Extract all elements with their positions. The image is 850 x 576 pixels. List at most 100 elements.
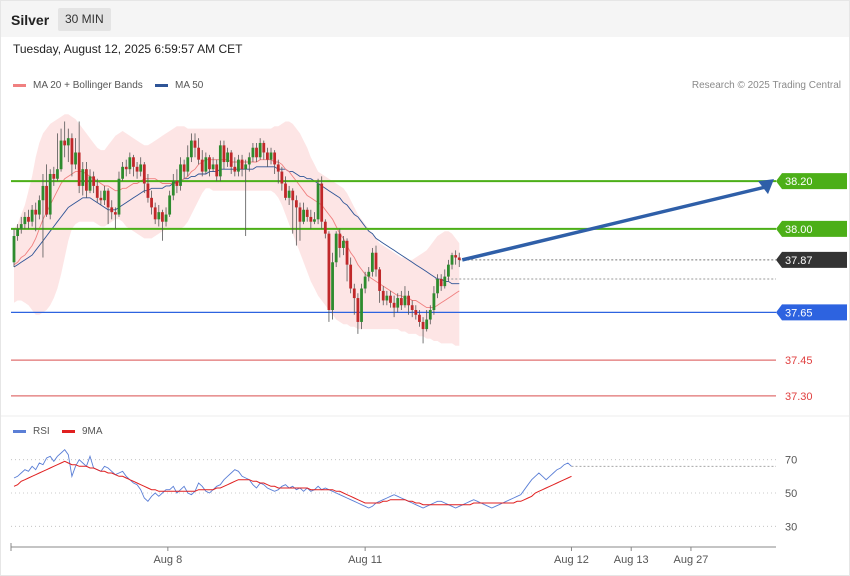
rsi-series-RSI <box>13 449 572 509</box>
level-label-37.45: 37.45 <box>785 355 813 367</box>
level-label-38.00: 38.00 <box>785 224 813 236</box>
candle-up <box>186 157 190 172</box>
candle-down <box>374 252 378 270</box>
candle-up <box>447 264 450 277</box>
candle-down <box>291 190 295 201</box>
candle-down <box>92 176 96 186</box>
candle-up <box>81 169 85 186</box>
candle-up <box>316 183 320 220</box>
x-tick-label-Aug 13: Aug 13 <box>614 554 649 566</box>
candle-up <box>226 152 229 163</box>
candle-up <box>56 169 59 179</box>
level-label-38.20: 38.20 <box>785 176 813 188</box>
candle-up <box>128 157 132 170</box>
candle-up <box>74 152 77 165</box>
candle-up <box>334 233 338 263</box>
candle-down <box>27 216 30 222</box>
ma20-swatch-icon <box>13 84 26 87</box>
candle-down <box>113 212 117 215</box>
candle-down <box>352 288 356 299</box>
candle-down <box>414 310 418 315</box>
candle-down <box>418 314 421 322</box>
candle-down <box>132 157 135 167</box>
candle-up <box>139 164 143 172</box>
candle-down <box>381 290 385 301</box>
header-bar: Silver 30 MIN <box>1 1 849 37</box>
candle-up <box>23 216 27 225</box>
candle-up <box>30 209 34 222</box>
candle-down <box>454 255 458 258</box>
candle-down <box>135 166 139 172</box>
candle-down <box>323 221 327 234</box>
candle-up <box>164 214 168 222</box>
candle-down <box>99 197 103 201</box>
candle-down <box>240 159 244 170</box>
candle-down <box>208 157 211 170</box>
candle-up <box>121 166 124 179</box>
legend-ma20: MA 20 + Bollinger Bands <box>13 80 143 91</box>
candle-up <box>204 157 208 172</box>
candle-up <box>16 228 20 237</box>
candle-up <box>88 176 92 191</box>
ma50-swatch-icon <box>155 84 168 87</box>
candle-down <box>193 140 197 148</box>
candle-up <box>443 276 447 287</box>
candle-down <box>197 147 201 160</box>
candle-down <box>294 200 298 208</box>
candle-down <box>229 152 233 167</box>
datetime-label: Tuesday, August 12, 2025 6:59:57 AM CET <box>13 42 243 56</box>
x-tick-label-Aug 11: Aug 11 <box>348 554 382 566</box>
candle-down <box>439 278 443 287</box>
candle-up <box>103 190 106 201</box>
legend-ma20-label: MA 20 + Bollinger Bands <box>33 80 143 91</box>
candle-up <box>168 195 172 215</box>
candle-down <box>153 207 157 220</box>
candle-down <box>399 298 403 306</box>
x-tick-label-Aug 12: Aug 12 <box>554 554 589 566</box>
level-label-37.30: 37.30 <box>785 391 813 403</box>
current-price-label: 37.87 <box>785 255 813 267</box>
candle-down <box>273 152 277 165</box>
candle-up <box>171 181 175 196</box>
candle-down <box>378 269 382 291</box>
interval-badge[interactable]: 30 MIN <box>58 8 111 31</box>
candle-up <box>428 310 432 320</box>
candle-up <box>247 157 251 165</box>
candle-up <box>41 185 45 201</box>
candle-up <box>117 178 121 215</box>
candle-up <box>396 298 400 308</box>
candle-down <box>95 185 99 198</box>
candle-up <box>237 159 240 172</box>
candle-down <box>85 169 88 191</box>
candle-down <box>410 305 414 310</box>
rsi-tick-label-50: 50 <box>785 488 797 500</box>
candle-down <box>161 212 164 222</box>
candle-down <box>262 142 266 153</box>
candle-down <box>320 183 324 222</box>
level-tag-37.65 <box>776 304 847 321</box>
symbol-title: Silver <box>11 12 50 28</box>
level-tag-38.00 <box>776 220 847 237</box>
level-label-37.65: 37.65 <box>785 307 813 319</box>
candle-up <box>66 138 70 146</box>
candle-up <box>313 219 316 222</box>
candle-down <box>349 264 353 289</box>
candle-up <box>363 276 367 289</box>
candle-down <box>222 145 226 163</box>
candle-up <box>244 164 248 170</box>
candle-down <box>146 183 150 198</box>
candle-down <box>52 173 56 179</box>
level-tag-38.20 <box>776 173 847 190</box>
candle-up <box>370 252 374 272</box>
x-tick-label-Aug 27: Aug 27 <box>674 554 709 566</box>
bollinger-band-area <box>14 114 460 346</box>
rsi-tick-label-30: 30 <box>785 521 797 533</box>
candle-down <box>182 164 186 172</box>
candle-down <box>298 207 302 222</box>
candle-down <box>175 181 179 186</box>
copyright-text: Research © 2025 Trading Central <box>691 80 841 91</box>
current-price-tag <box>776 251 847 268</box>
candle-up <box>19 224 23 229</box>
candle-down <box>284 183 287 198</box>
candle-down <box>280 171 284 184</box>
